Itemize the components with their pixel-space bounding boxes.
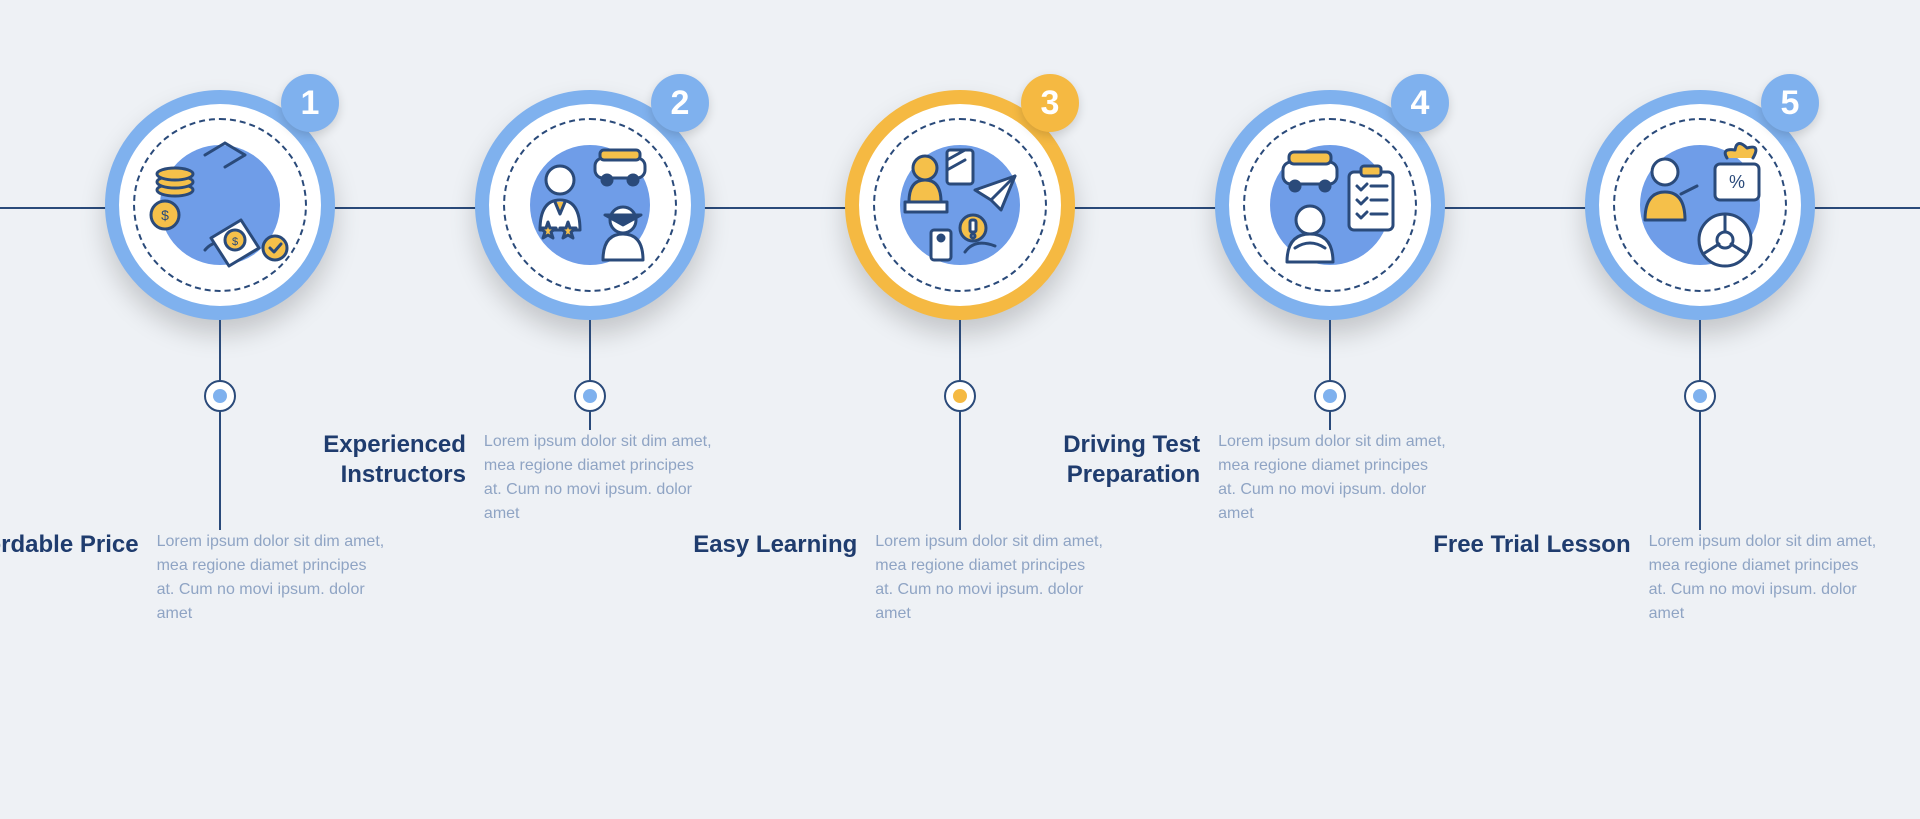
- step-5-badge: 5: [1761, 74, 1819, 132]
- infographic-row: $ $ 1 Affordable Price Lorem ipsum dolor…: [0, 90, 1920, 530]
- step-3-number: 3: [1041, 84, 1060, 123]
- step-4-text: Driving Test Preparation Lorem ipsum dol…: [1063, 430, 1523, 526]
- step-4-badge: 4: [1391, 74, 1449, 132]
- step-4-number: 4: [1411, 84, 1430, 123]
- step-1-title: Affordable Price: [0, 530, 139, 560]
- easy-learning-icon: [875, 120, 1045, 290]
- step-3-dot: [944, 380, 976, 412]
- step-2-number: 2: [671, 84, 690, 123]
- affordable-price-icon: $ $: [135, 120, 305, 290]
- step-5-number: 5: [1781, 84, 1800, 123]
- step-3-connector: [959, 320, 961, 530]
- step-1-medallion: $ $ 1: [105, 90, 335, 320]
- step-4: 4 Driving Test Preparation Lorem ipsum d…: [1180, 90, 1480, 530]
- driving-test-icon: [1245, 120, 1415, 290]
- step-2-dot-inner: [583, 389, 597, 403]
- step-2-dot: [574, 380, 606, 412]
- step-5: % 5 Free Trial Lesson Lorem ipsum dolor …: [1550, 90, 1850, 530]
- step-1-text: Affordable Price Lorem ipsum dolor sit d…: [0, 530, 413, 626]
- step-5-title: Free Trial Lesson: [1433, 530, 1630, 560]
- step-3-badge: 3: [1021, 74, 1079, 132]
- step-1-badge: 1: [281, 74, 339, 132]
- step-2-title: Experienced Instructors: [323, 430, 466, 490]
- step-3-medallion: 3: [845, 90, 1075, 320]
- step-5-dot: [1684, 380, 1716, 412]
- experienced-instructors-icon: [505, 120, 675, 290]
- step-2-badge: 2: [651, 74, 709, 132]
- step-5-dot-inner: [1693, 389, 1707, 403]
- step-2-connector: [589, 320, 591, 430]
- svg-text:%: %: [1729, 172, 1745, 192]
- step-3-desc: Lorem ipsum dolor sit dim amet, mea regi…: [875, 530, 1105, 626]
- step-4-dot-inner: [1323, 389, 1337, 403]
- step-1-connector: [219, 320, 221, 530]
- step-1-dot: [204, 380, 236, 412]
- step-5-medallion: % 5: [1585, 90, 1815, 320]
- step-5-desc: Lorem ipsum dolor sit dim amet, mea regi…: [1649, 530, 1879, 626]
- step-2-medallion: 2: [475, 90, 705, 320]
- step-2: 2 Experienced Instructors Lorem ipsum do…: [440, 90, 740, 530]
- step-4-desc: Lorem ipsum dolor sit dim amet, mea regi…: [1218, 430, 1448, 526]
- step-3-dot-inner: [953, 389, 967, 403]
- step-4-medallion: 4: [1215, 90, 1445, 320]
- step-5-connector: [1699, 320, 1701, 530]
- svg-text:$: $: [161, 207, 169, 223]
- step-1-dot-inner: [213, 389, 227, 403]
- step-1-desc: Lorem ipsum dolor sit dim amet, mea regi…: [157, 530, 387, 626]
- free-trial-icon: %: [1615, 120, 1785, 290]
- step-2-text: Experienced Instructors Lorem ipsum dolo…: [323, 430, 783, 526]
- step-4-connector: [1329, 320, 1331, 430]
- svg-text:$: $: [232, 236, 238, 248]
- step-2-desc: Lorem ipsum dolor sit dim amet, mea regi…: [484, 430, 714, 526]
- step-5-text: Free Trial Lesson Lorem ipsum dolor sit …: [1433, 530, 1893, 626]
- step-4-title: Driving Test Preparation: [1063, 430, 1200, 490]
- step-1-number: 1: [301, 84, 320, 123]
- step-4-dot: [1314, 380, 1346, 412]
- step-3-text: Easy Learning Lorem ipsum dolor sit dim …: [693, 530, 1153, 626]
- step-3-title: Easy Learning: [693, 530, 857, 560]
